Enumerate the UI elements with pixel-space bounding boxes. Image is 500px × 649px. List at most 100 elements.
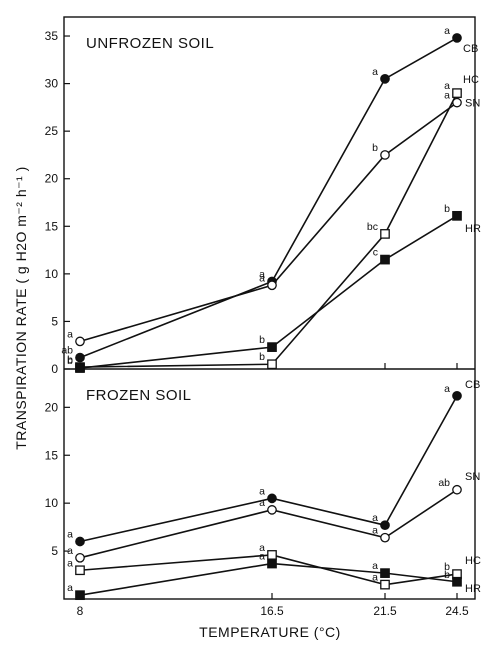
data-point [267, 550, 277, 560]
y-tick-label: 35 [45, 29, 59, 43]
data-point [75, 352, 85, 363]
data-point [75, 590, 85, 601]
y-tick-label: 10 [45, 496, 59, 510]
significance-letter: a [259, 485, 265, 497]
series-line-cb [79, 37, 458, 359]
significance-letter: b [444, 561, 450, 573]
data-point [380, 150, 390, 160]
series-line-hc [79, 92, 458, 368]
x-tick-label: 8 [77, 604, 84, 618]
data-point [75, 536, 85, 547]
plot-frame [63, 16, 476, 600]
series-label-sn: SN [465, 98, 480, 110]
data-point [267, 493, 277, 504]
x-tick-label: 24.5 [445, 604, 469, 618]
significance-letter: b [444, 569, 450, 581]
data-point [75, 552, 85, 563]
significance-letter: a [67, 328, 73, 340]
data-point [75, 565, 85, 576]
significance-letter: a [372, 560, 378, 572]
significance-letter: a [259, 268, 265, 280]
data-point [452, 33, 462, 43]
significance-letter: a [67, 545, 73, 557]
significance-letter: a [444, 25, 450, 37]
significance-letter: a [372, 512, 378, 524]
significance-letter: a [372, 572, 378, 584]
significance-letter: a [259, 551, 265, 563]
y-tick-label: 20 [45, 400, 59, 414]
data-point [75, 336, 85, 347]
data-point [452, 97, 462, 108]
significance-letter: c [373, 247, 378, 259]
data-point [380, 229, 390, 239]
x-tick-label: 21.5 [373, 604, 397, 618]
ticks-layer: 8 16.5 21.5 24.5 0 5 10 15 20 25 30 35 5 10 15 20 [45, 29, 469, 618]
significance-letter: a [259, 542, 265, 554]
y-tick-label: 25 [45, 124, 59, 138]
series-label-hr: HR [465, 223, 481, 235]
significance-letter: a [372, 525, 378, 537]
significance-letter: a [444, 80, 450, 92]
data-point [75, 363, 85, 373]
series-line-cb [79, 395, 458, 543]
x-tick-label: 16.5 [260, 604, 284, 618]
data-point [267, 280, 277, 291]
data-point [452, 576, 462, 587]
y-tick-label: 10 [45, 267, 59, 281]
data-point [452, 390, 462, 401]
significance-letter: a [372, 66, 378, 78]
significance-letter: a [259, 272, 265, 284]
series-label-cb: CB [463, 43, 478, 55]
data-point [380, 73, 390, 84]
series-line-hr [79, 215, 458, 369]
series-line-sn [79, 101, 458, 343]
data-point [380, 254, 390, 265]
series-label-hr: HR [465, 583, 481, 595]
x-axis-title: TEMPERATURE (°C) [199, 624, 341, 640]
significance-letter: b [67, 354, 73, 366]
series-label-hc: HC [463, 74, 479, 86]
data-point [452, 210, 462, 221]
series-label-hc: HC [465, 555, 481, 567]
y-axis-title: TRANSPIRATION RATE ( g H2O m⁻² h⁻¹ ) [13, 166, 29, 450]
y-tick-label: 15 [45, 219, 59, 233]
data-point [452, 484, 462, 495]
significance-letter: a [444, 90, 450, 102]
significance-letter: a [67, 557, 73, 569]
series-line-sn [79, 489, 458, 559]
data-point [267, 342, 277, 352]
series-line-hc [79, 554, 458, 586]
y-tick-label: 30 [45, 77, 59, 91]
panel-title-unfrozen: UNFROZEN SOIL [86, 35, 214, 52]
data-point [380, 568, 390, 578]
significance-letter: b [67, 355, 73, 367]
data-point [380, 532, 390, 543]
y-tick-label: 5 [51, 314, 58, 328]
y-tick-label: 0 [51, 362, 58, 376]
data-point [267, 505, 277, 515]
panel-title-frozen: FROZEN SOIL [86, 387, 192, 404]
significance-letter: b [259, 351, 265, 363]
significance-letter: ab [438, 477, 450, 489]
significance-letter: bc [367, 221, 378, 233]
data-point [380, 520, 390, 531]
y-tick-label: 15 [45, 448, 59, 462]
significance-letter: b [259, 334, 265, 346]
series-line-hr [79, 562, 458, 596]
significance-letter: a [67, 582, 73, 594]
y-tick-label: 5 [51, 544, 58, 558]
significance-letter: b [372, 142, 378, 154]
data-point [452, 88, 462, 98]
significance-letter: a [67, 529, 73, 541]
data-point [380, 579, 390, 590]
significance-letter: a [444, 383, 450, 395]
significance-letter: a [259, 497, 265, 509]
data-point [267, 558, 277, 569]
series-label-sn: SN [465, 471, 480, 483]
data-point [267, 359, 277, 370]
y-tick-label: 20 [45, 172, 59, 186]
significance-letter: ab [61, 345, 73, 357]
series-label-cb: CB [465, 379, 480, 391]
